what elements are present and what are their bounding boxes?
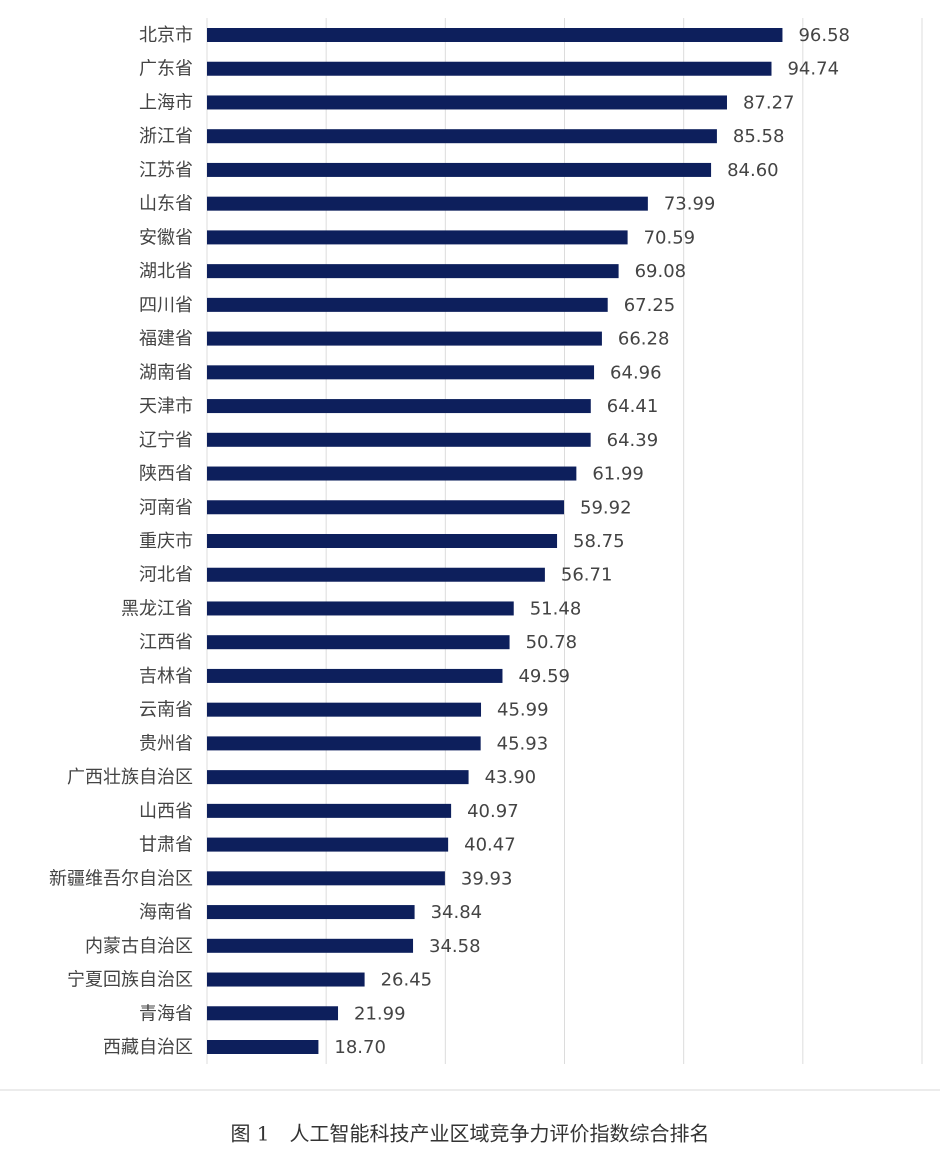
value-label: 39.93 — [461, 868, 513, 889]
value-label: 50.78 — [526, 632, 578, 653]
value-label: 87.27 — [743, 92, 795, 113]
category-label: 内蒙古自治区 — [85, 936, 193, 957]
bar — [207, 905, 415, 920]
value-label: 40.47 — [464, 835, 516, 856]
caption: 图 1 人工智能科技产业区域竞争力评价指数综合排名 — [230, 1122, 709, 1146]
category-label: 吉林省 — [139, 666, 193, 687]
bar — [207, 972, 365, 987]
value-label: 49.59 — [518, 666, 570, 687]
bar — [207, 500, 565, 515]
bar — [207, 871, 445, 886]
bar — [207, 230, 628, 245]
value-label: 40.97 — [467, 801, 519, 822]
value-label: 34.58 — [429, 936, 481, 957]
bar — [207, 297, 608, 312]
category-label: 山东省 — [139, 194, 193, 215]
category-label: 青海省 — [139, 1003, 193, 1024]
value-label: 64.39 — [607, 430, 659, 451]
value-label: 64.96 — [610, 362, 662, 383]
bar — [207, 432, 591, 447]
value-label: 61.99 — [592, 464, 644, 485]
category-label: 江西省 — [139, 632, 193, 653]
value-label: 64.41 — [607, 396, 659, 417]
bar — [207, 837, 449, 852]
value-label: 67.25 — [624, 295, 676, 316]
category-label: 浙江省 — [139, 126, 193, 147]
category-label: 辽宁省 — [139, 430, 193, 451]
bar — [207, 803, 452, 818]
category-label: 山西省 — [139, 801, 193, 822]
bar — [207, 1040, 319, 1054]
value-label: 96.58 — [798, 25, 850, 46]
bar — [207, 668, 503, 683]
bar — [207, 601, 514, 616]
category-label: 湖南省 — [139, 362, 193, 383]
bar — [207, 28, 783, 42]
category-label: 河北省 — [139, 565, 193, 586]
bar — [207, 635, 510, 650]
category-label: 贵州省 — [139, 733, 193, 754]
bar — [207, 61, 772, 76]
value-label: 45.93 — [497, 733, 549, 754]
category-label: 四川省 — [139, 295, 193, 316]
bar — [207, 702, 482, 717]
category-label: 海南省 — [139, 902, 193, 923]
bar — [207, 95, 727, 110]
value-label: 26.45 — [381, 970, 433, 991]
category-label: 天津市 — [139, 396, 193, 417]
bar — [207, 196, 648, 211]
value-label: 59.92 — [580, 497, 632, 518]
category-label: 安徽省 — [139, 227, 193, 248]
bar — [207, 736, 481, 751]
bar — [207, 264, 619, 279]
value-label: 51.48 — [530, 598, 582, 619]
category-label: 新疆维吾尔自治区 — [49, 868, 193, 889]
value-label: 84.60 — [727, 160, 779, 181]
bar — [207, 399, 591, 414]
bar — [207, 1006, 339, 1021]
bar — [207, 365, 595, 380]
bar — [207, 331, 602, 346]
category-label: 黑龙江省 — [121, 598, 193, 619]
category-label: 甘肃省 — [139, 835, 193, 856]
category-label: 湖北省 — [139, 261, 193, 282]
value-label: 43.90 — [485, 767, 537, 788]
category-label: 重庆市 — [139, 531, 193, 552]
value-label: 18.70 — [334, 1037, 386, 1058]
bar — [207, 567, 545, 582]
category-label: 上海市 — [139, 92, 193, 113]
value-label: 45.99 — [497, 700, 549, 721]
category-label: 云南省 — [139, 700, 193, 721]
bar — [207, 770, 469, 785]
bar — [207, 466, 577, 481]
value-label: 73.99 — [664, 194, 716, 215]
category-label: 河南省 — [139, 497, 193, 518]
category-label: 陕西省 — [139, 464, 193, 485]
category-label: 江苏省 — [139, 160, 193, 181]
category-label: 西藏自治区 — [103, 1037, 193, 1058]
category-label: 广西壮族自治区 — [67, 767, 193, 788]
value-label: 69.08 — [635, 261, 687, 282]
value-label: 56.71 — [561, 565, 613, 586]
value-label: 94.74 — [787, 59, 839, 80]
bar — [207, 129, 717, 144]
category-label: 广东省 — [139, 59, 193, 80]
category-label: 宁夏回族自治区 — [67, 970, 193, 991]
bar — [207, 162, 712, 177]
bar — [207, 938, 414, 953]
value-label: 58.75 — [573, 531, 625, 552]
value-label: 70.59 — [644, 227, 696, 248]
value-label: 85.58 — [733, 126, 785, 147]
category-label: 北京市 — [139, 25, 193, 46]
value-label: 21.99 — [354, 1003, 406, 1024]
value-label: 34.84 — [431, 902, 483, 923]
value-label: 66.28 — [618, 329, 670, 350]
bar — [207, 534, 558, 548]
category-label: 福建省 — [139, 329, 193, 350]
